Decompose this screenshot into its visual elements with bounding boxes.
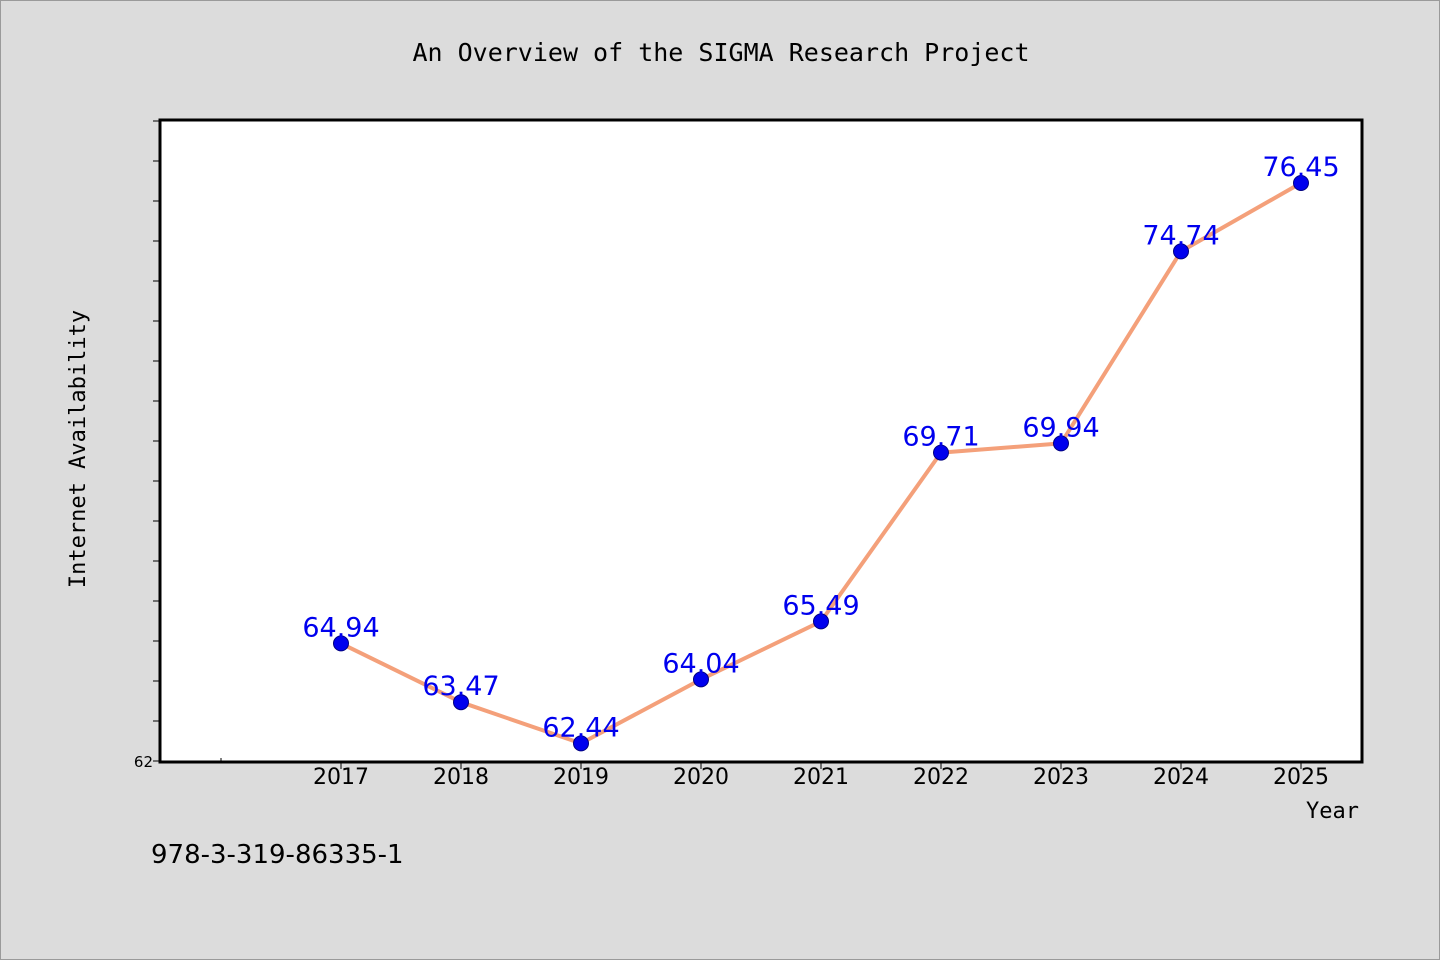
y-axis-tick-labels: 62: [134, 753, 153, 771]
x-tick-label-2021: 2021: [793, 765, 849, 790]
x-tick-label-2018: 2018: [433, 765, 489, 790]
data-label-2022: 69.71: [902, 422, 979, 453]
data-label-2020: 64.04: [662, 648, 739, 679]
data-point-2019: [573, 735, 589, 752]
plot-area: [158, 118, 1364, 764]
y-axis-label: Internet Availability: [66, 310, 91, 588]
data-label-2024: 74.74: [1142, 220, 1219, 251]
x-tick-label-2019: 2019: [553, 765, 609, 790]
data-point-2018: [453, 694, 469, 711]
x-tick-label-2025: 2025: [1273, 765, 1329, 790]
isbn-annotation: 978-3-319-86335-1: [151, 840, 404, 870]
x-tick-label-2017: 2017: [313, 765, 369, 790]
x-tick-label-2020: 2020: [673, 765, 729, 790]
data-label-2025: 76.45: [1262, 152, 1339, 183]
x-axis-label: Year: [1306, 799, 1359, 824]
y-tick-label-62: 62: [134, 753, 153, 771]
chart-title: An Overview of the SIGMA Research Projec…: [412, 38, 1029, 67]
data-label-2023: 69.94: [1022, 412, 1099, 443]
series-markers: [333, 175, 1309, 752]
data-point-2017: [333, 635, 349, 652]
data-point-2023: [1053, 435, 1069, 452]
data-point-2025: [1293, 175, 1309, 191]
data-label-2017: 64.94: [302, 612, 379, 643]
x-tick-label-2023: 2023: [1033, 765, 1089, 790]
data-label-2019: 62.44: [542, 712, 619, 743]
data-point-2024: [1173, 243, 1189, 260]
data-labels: 64.94 63.47 62.44 64.04 65.49 69.71 69.94 74.74…: [302, 152, 1339, 743]
data-label-2018: 63.47: [422, 671, 499, 702]
data-label-2021: 65.49: [782, 590, 859, 621]
x-tick-label-2022: 2022: [913, 765, 969, 790]
data-point-2022: [933, 444, 949, 461]
y-axis-ticks: [153, 120, 161, 762]
data-point-2021: [813, 613, 829, 630]
x-axis-ticks: [220, 758, 1302, 769]
x-tick-label-2024: 2024: [1153, 765, 1209, 790]
data-point-2020: [693, 671, 709, 688]
x-axis-tick-labels: 2017 2018 2019 2020 2021 2022 2023 2024 2025: [313, 765, 1329, 790]
